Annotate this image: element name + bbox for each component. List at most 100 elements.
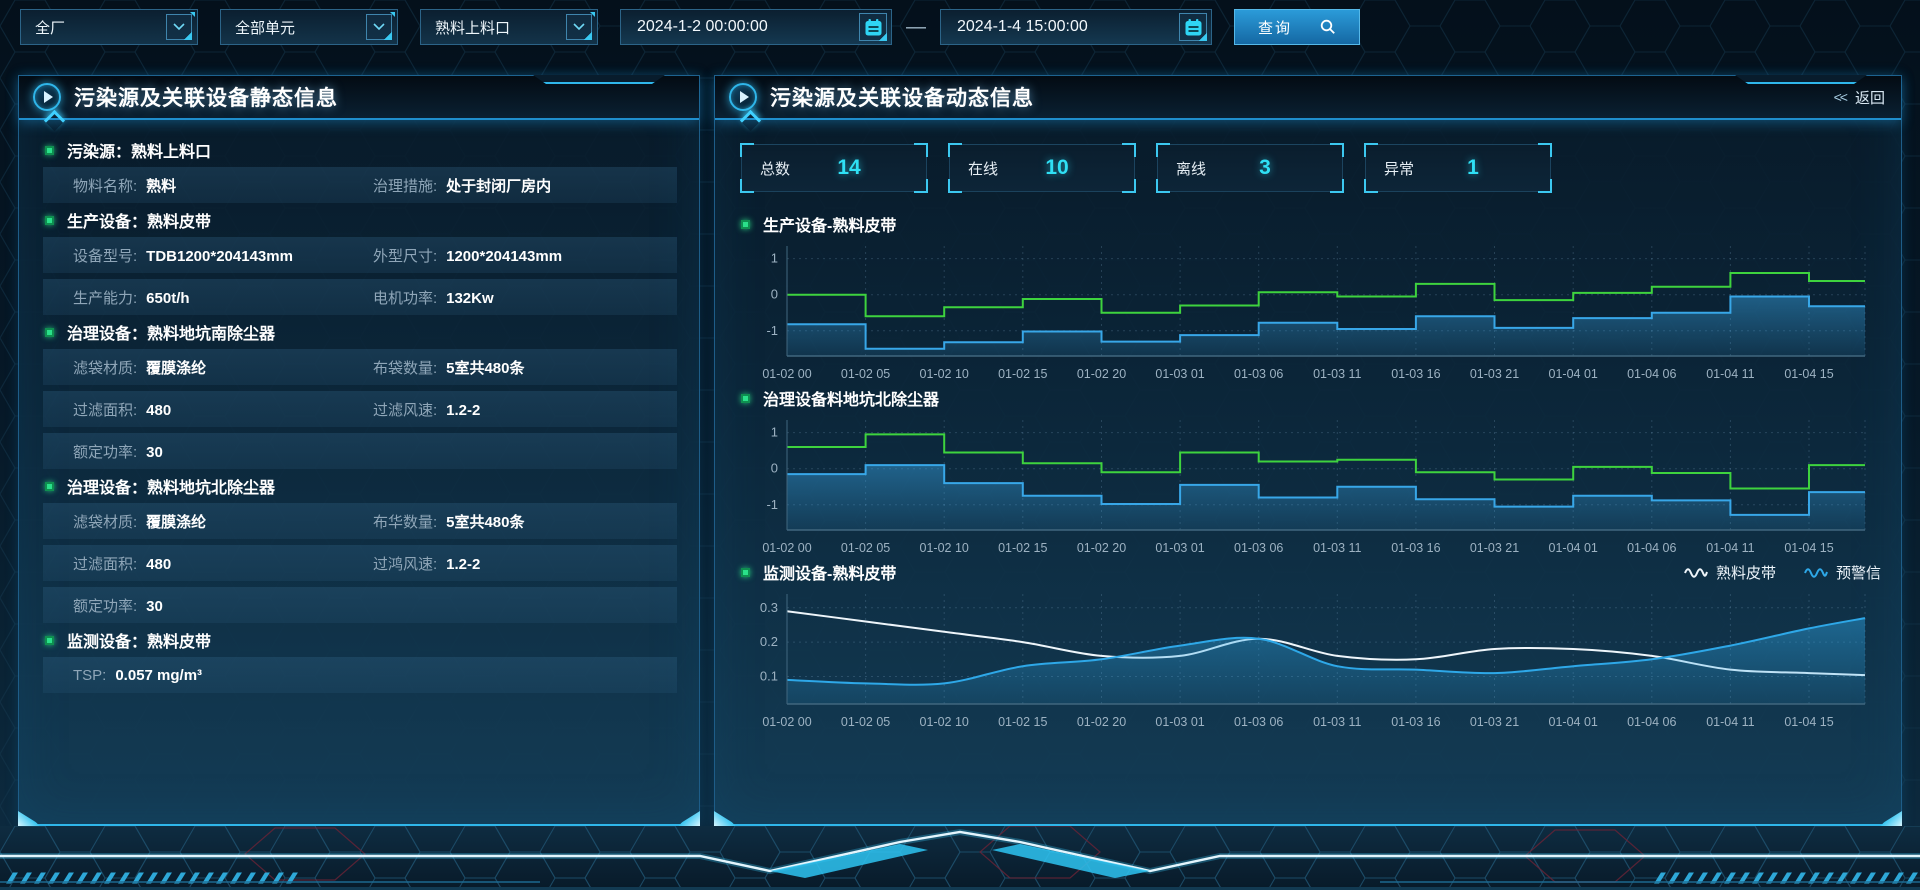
field-value: 1.2-2 xyxy=(446,401,481,419)
info-field: 额定功率: 30 xyxy=(73,595,373,616)
plant-select[interactable]: 全厂 xyxy=(20,9,198,45)
corner-decoration xyxy=(1878,811,1902,826)
svg-text:01-02 00: 01-02 00 xyxy=(762,541,811,555)
field-label: 过滤面积: xyxy=(73,401,138,419)
play-icon xyxy=(33,83,61,111)
info-field: 过滤面积: 480 xyxy=(73,553,373,574)
legend-label: 预警信 xyxy=(1835,564,1881,582)
main-content: 污染源及关联设备静态信息 污染源：熟料上料口 物料名称: 熟料 治理措施: 处于封闭厂房… xyxy=(18,75,1902,826)
svg-text:01-03 21: 01-03 21 xyxy=(1470,541,1519,555)
field-label: 布袋数量: xyxy=(372,359,438,377)
legend-label: 熟料皮带 xyxy=(1715,564,1776,582)
svg-text:01-04 11: 01-04 11 xyxy=(1706,367,1754,381)
toolbar: 全厂 全部单元 熟料上料口 2024-1-2 00:00:00 — 2024 xyxy=(20,8,1900,46)
chart-block: 治理设备料地坑北除尘器 1 0 -1 01-02 00 01-02 05 01-02 10 0… xyxy=(741,386,1885,558)
field-value: 5室共480条 xyxy=(446,513,525,531)
green-square-icon xyxy=(45,635,54,645)
field-label: 过滤面积: xyxy=(73,555,138,573)
static-panel-title: 污染源及关联设备静态信息 xyxy=(74,87,338,110)
end-datetime-input[interactable]: 2024-1-4 15:00:00 xyxy=(940,9,1212,45)
chevron-down-icon xyxy=(366,14,392,40)
source-select[interactable]: 熟料上料口 xyxy=(420,9,598,45)
field-label: 滤袋材质: xyxy=(73,513,138,531)
svg-text:0.1: 0.1 xyxy=(760,669,778,684)
svg-text:01-04 06: 01-04 06 xyxy=(1627,541,1676,555)
info-field: 过鸿风速: 1.2-2 xyxy=(373,553,667,574)
field-value: 650t/h xyxy=(146,289,190,307)
stat-value: 14 xyxy=(837,156,861,179)
static-panel-header: 污染源及关联设备静态信息 xyxy=(19,76,699,132)
dynamic-panel-title: 污染源及关联设备动态信息 xyxy=(770,87,1034,110)
stat-card-在线: 在线 10 xyxy=(948,143,1136,192)
field-label: 布华数量: xyxy=(372,513,438,531)
info-field: 过滤面积: 480 xyxy=(73,399,373,420)
section-heading: 污染源：熟料上料口 xyxy=(45,139,677,161)
svg-text:01-04 11: 01-04 11 xyxy=(1706,541,1754,555)
squiggle-line-icon xyxy=(1684,568,1708,578)
svg-text:-1: -1 xyxy=(766,323,778,338)
info-row: 生产能力: 650t/h 电机功率: 132Kw xyxy=(43,279,677,315)
corner-decoration xyxy=(18,811,42,826)
green-square-icon xyxy=(45,215,54,225)
field-value: 30 xyxy=(146,597,163,615)
back-button[interactable]: << 返回 xyxy=(1834,87,1885,108)
info-field: TSP: 0.057 mg/m³ xyxy=(73,667,373,684)
chart-title: 监测设备-熟料皮带 xyxy=(763,566,897,583)
source-select-value: 熟料上料口 xyxy=(435,19,511,37)
dynamic-panel-header: 污染源及关联设备动态信息 << 返回 xyxy=(715,76,1901,132)
field-value: TDB1200*204143mm xyxy=(146,247,293,265)
info-row: TSP: 0.057 mg/m³ xyxy=(43,657,677,693)
unit-select[interactable]: 全部单元 xyxy=(220,9,398,45)
search-button[interactable]: 查询 xyxy=(1234,9,1360,45)
svg-text:01-03 01: 01-03 01 xyxy=(1155,367,1204,381)
chart-title: 治理设备料地坑北除尘器 xyxy=(763,392,940,409)
info-field: 外型尺寸: 1200*204143mm xyxy=(373,245,667,266)
calendar-icon xyxy=(859,13,887,41)
field-label: 电机功率: xyxy=(372,289,438,307)
field-label: 过鸿风速: xyxy=(372,555,438,573)
device-stats-row: 总数 14 在线 10 离线 3 异常 1 xyxy=(740,143,1885,192)
field-value: 1.2-2 xyxy=(446,555,481,573)
svg-text:01-02 05: 01-02 05 xyxy=(841,541,890,555)
start-datetime-input[interactable]: 2024-1-2 00:00:00 xyxy=(620,9,892,45)
section-heading-text: 治理设备：熟料地坑北除尘器 xyxy=(67,480,276,497)
field-value: 1200*204143mm xyxy=(446,247,563,265)
chart-legend: 熟料皮带 预警信 xyxy=(1684,562,1885,583)
chevron-down-icon xyxy=(166,14,192,40)
stat-label: 在线 xyxy=(968,160,999,178)
green-square-icon xyxy=(741,219,750,229)
green-square-icon xyxy=(741,567,750,577)
chart-block: 生产设备-熟料皮带 1 0 -1 01-02 00 01-02 05 01-02 10 01-… xyxy=(741,212,1885,384)
svg-text:01-03 01: 01-03 01 xyxy=(1155,541,1204,555)
svg-text:01-04 15: 01-04 15 xyxy=(1784,541,1833,555)
chart-title: 生产设备-熟料皮带 xyxy=(763,218,897,235)
chevron-down-icon xyxy=(566,14,592,40)
svg-text:01-02 10: 01-02 10 xyxy=(920,367,969,381)
field-label: 生产能力: xyxy=(73,289,138,307)
svg-text:01-02 20: 01-02 20 xyxy=(1077,715,1126,729)
stat-value: 1 xyxy=(1467,156,1479,179)
field-value: 覆膜涤纶 xyxy=(146,359,207,377)
legend-item[interactable]: 预警信 xyxy=(1804,562,1881,583)
stat-card-异常: 异常 1 xyxy=(1364,143,1552,192)
svg-text:0.3: 0.3 xyxy=(760,600,778,615)
section-heading: 监测设备：熟料皮带 xyxy=(45,629,677,651)
green-square-icon xyxy=(741,393,750,403)
section-heading-text: 治理设备：熟料地坑南除尘器 xyxy=(67,326,276,343)
info-field: 过滤风速: 1.2-2 xyxy=(373,399,667,420)
svg-text:01-03 06: 01-03 06 xyxy=(1234,541,1283,555)
double-chevron-left-icon: << xyxy=(1833,89,1848,105)
end-datetime-value: 2024-1-4 15:00:00 xyxy=(957,18,1088,35)
section-heading-text: 监测设备：熟料皮带 xyxy=(67,634,212,651)
section-heading: 治理设备：熟料地坑南除尘器 xyxy=(45,321,677,343)
charts-container: 生产设备-熟料皮带 1 0 -1 01-02 00 01-02 05 01-02 10 01-… xyxy=(741,212,1885,732)
field-label: 滤袋材质: xyxy=(73,359,138,377)
section-heading: 治理设备：熟料地坑北除尘器 xyxy=(45,475,677,497)
legend-item[interactable]: 熟料皮带 xyxy=(1684,562,1776,583)
stat-value: 10 xyxy=(1045,156,1069,179)
svg-text:0.2: 0.2 xyxy=(760,634,778,649)
info-field: 电机功率: 132Kw xyxy=(373,287,667,308)
search-button-label: 查询 xyxy=(1257,19,1292,37)
info-field: 布袋数量: 5室共480条 xyxy=(373,357,667,378)
svg-text:01-02 20: 01-02 20 xyxy=(1077,367,1126,381)
